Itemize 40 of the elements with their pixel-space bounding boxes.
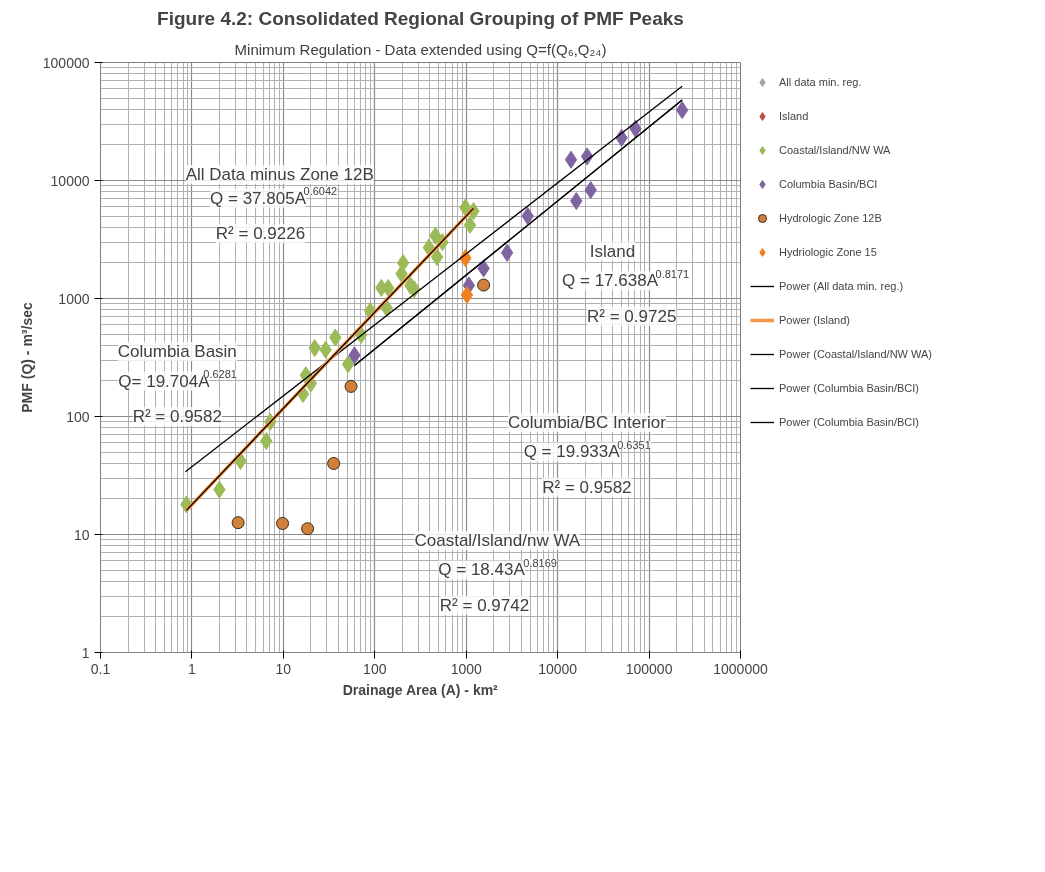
x-tick-label: 0.1 bbox=[90, 660, 111, 677]
annotation: Island bbox=[589, 241, 636, 261]
y-axis-title: PMF (Q) - m³/sec bbox=[18, 302, 35, 413]
chart-subtitle: Minimum Regulation - Data extended using Q=f(Q₆,Q₂₄) bbox=[234, 40, 607, 58]
legend-label: Hydriologic Zone 15 bbox=[779, 246, 877, 258]
legend-label: Power (All data min. reg.) bbox=[779, 280, 904, 292]
x-tick-label: 1000 bbox=[450, 660, 482, 677]
x-tick-label: 1 bbox=[188, 660, 197, 677]
x-tick-label: 10 bbox=[275, 660, 292, 677]
x-tick-label: 100000 bbox=[625, 660, 673, 677]
legend-label: Power (Coastal/Island/NW WA) bbox=[779, 348, 933, 360]
y-tick-label: 1 bbox=[81, 644, 90, 661]
legend-label: Power (Island) bbox=[779, 314, 850, 326]
legend-label: Coastal/Island/NW WA bbox=[779, 144, 891, 156]
annotation: R² = 0.9582 bbox=[132, 407, 222, 426]
annotation: Coastal/Island/nw WA bbox=[414, 530, 581, 550]
x-tick-label: 1000000 bbox=[713, 660, 768, 677]
y-tick-label: 100000 bbox=[42, 54, 90, 71]
legend-label: Columbia Basin/BCI bbox=[779, 178, 878, 190]
legend-label: Power (Columbia Basin/BCI) bbox=[779, 382, 919, 394]
annotation: All Data minus Zone 12B bbox=[185, 165, 374, 185]
x-tick-label: 10000 bbox=[538, 660, 578, 677]
annotation: Q= 19.704A0.6281 bbox=[118, 368, 237, 391]
x-tick-label: 100 bbox=[363, 660, 387, 677]
y-tick-label: 100 bbox=[66, 408, 90, 425]
annotation: R² = 0.9226 bbox=[215, 224, 306, 244]
y-tick-label: 1000 bbox=[58, 290, 90, 307]
annotation: R² = 0.9742 bbox=[439, 595, 530, 615]
annotation: R² = 0.9582 bbox=[542, 477, 632, 497]
legend-label: Hydrologic Zone 12B bbox=[779, 212, 882, 224]
chart-title: Figure 4.2: Consolidated Regional Grouping of PMF Peaks bbox=[157, 7, 684, 29]
legend-label: Island bbox=[779, 110, 809, 122]
legend-label: Power (Columbia Basin/BCI) bbox=[779, 416, 919, 428]
annotation: R² = 0.9725 bbox=[587, 306, 677, 326]
y-tick-label: 10000 bbox=[50, 172, 90, 189]
y-tick-label: 10 bbox=[73, 526, 90, 543]
x-axis-title: Drainage Area (A) - km² bbox=[342, 681, 499, 698]
legend-label: All data min. reg. bbox=[779, 76, 862, 88]
annotation: Columbia Basin bbox=[117, 342, 237, 362]
annotation: Columbia/BC Interior bbox=[508, 412, 667, 432]
